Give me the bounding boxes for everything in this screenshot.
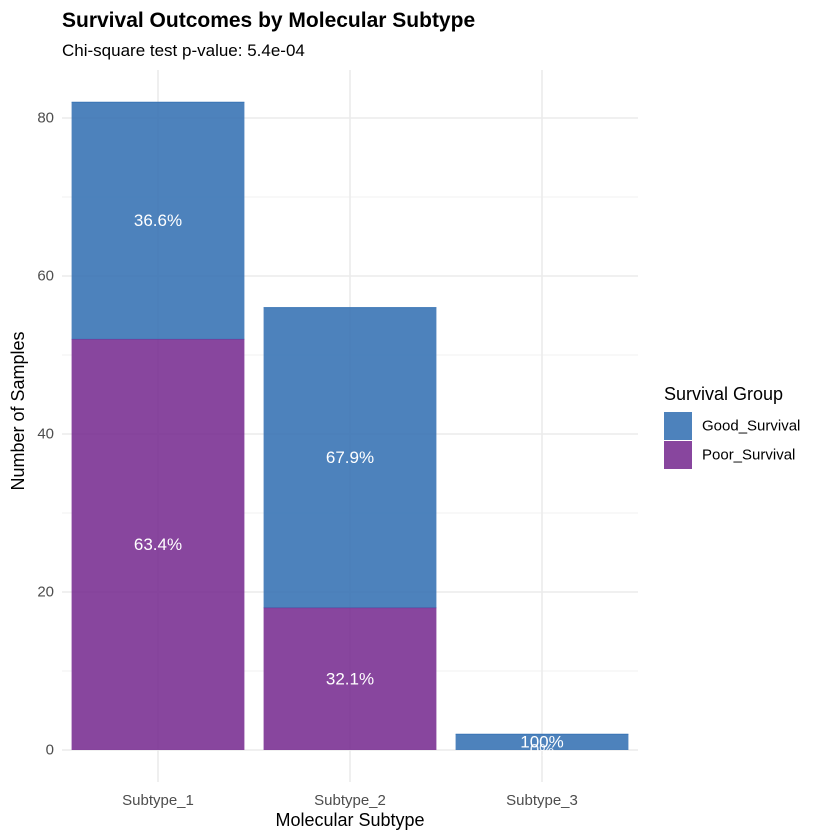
y-axis-ticks: 0 20 40 60 80 — [37, 110, 54, 759]
y-axis-label: Number of Samples — [8, 331, 28, 490]
legend-swatch-poor-survival — [664, 441, 692, 469]
y-tick-label: 80 — [37, 110, 54, 127]
bar-good-survival-subtype-1 — [71, 102, 245, 340]
legend-label: Poor_Survival — [702, 447, 795, 464]
bar-label: 0% — [530, 741, 555, 760]
bars — [71, 101, 629, 750]
x-tick-label: Subtype_3 — [506, 792, 578, 809]
bar-label: 36.6% — [134, 211, 182, 230]
y-tick-label: 40 — [37, 426, 54, 443]
bar-good-survival-subtype-3 — [455, 734, 629, 750]
x-tick-label: Subtype_2 — [314, 792, 386, 809]
bar-label: 67.9% — [326, 448, 374, 467]
legend-title: Survival Group — [664, 384, 783, 404]
bar-labels: 63.4% 36.6% 32.1% 67.9% 0%100% — [134, 211, 564, 759]
y-tick-label: 20 — [37, 584, 54, 601]
x-axis-label: Molecular Subtype — [275, 810, 424, 830]
chart-title: Survival Outcomes by Molecular Subtype — [62, 9, 475, 32]
bar-poor-survival-subtype-2 — [263, 607, 437, 750]
y-tick-label: 60 — [37, 268, 54, 285]
bar-label: 32.1% — [326, 669, 374, 688]
legend-label: Good_Survival — [702, 418, 800, 435]
x-tick-label: Subtype_1 — [122, 792, 194, 809]
x-axis-ticks: Subtype_1 Subtype_2 Subtype_3 — [122, 792, 578, 809]
bar-label: 100% — [520, 733, 563, 752]
y-tick-label: 0 — [46, 742, 54, 759]
bar-good-survival-subtype-2 — [263, 307, 437, 608]
chart-subtitle: Chi-square test p-value: 5.4e-04 — [62, 41, 305, 60]
bar-label: 63.4% — [134, 535, 182, 554]
bar-poor-survival-subtype-1 — [71, 339, 245, 750]
legend: Survival Group Good_Survival Poor_Surviva… — [664, 384, 800, 469]
legend-swatch-good-survival — [664, 412, 692, 440]
